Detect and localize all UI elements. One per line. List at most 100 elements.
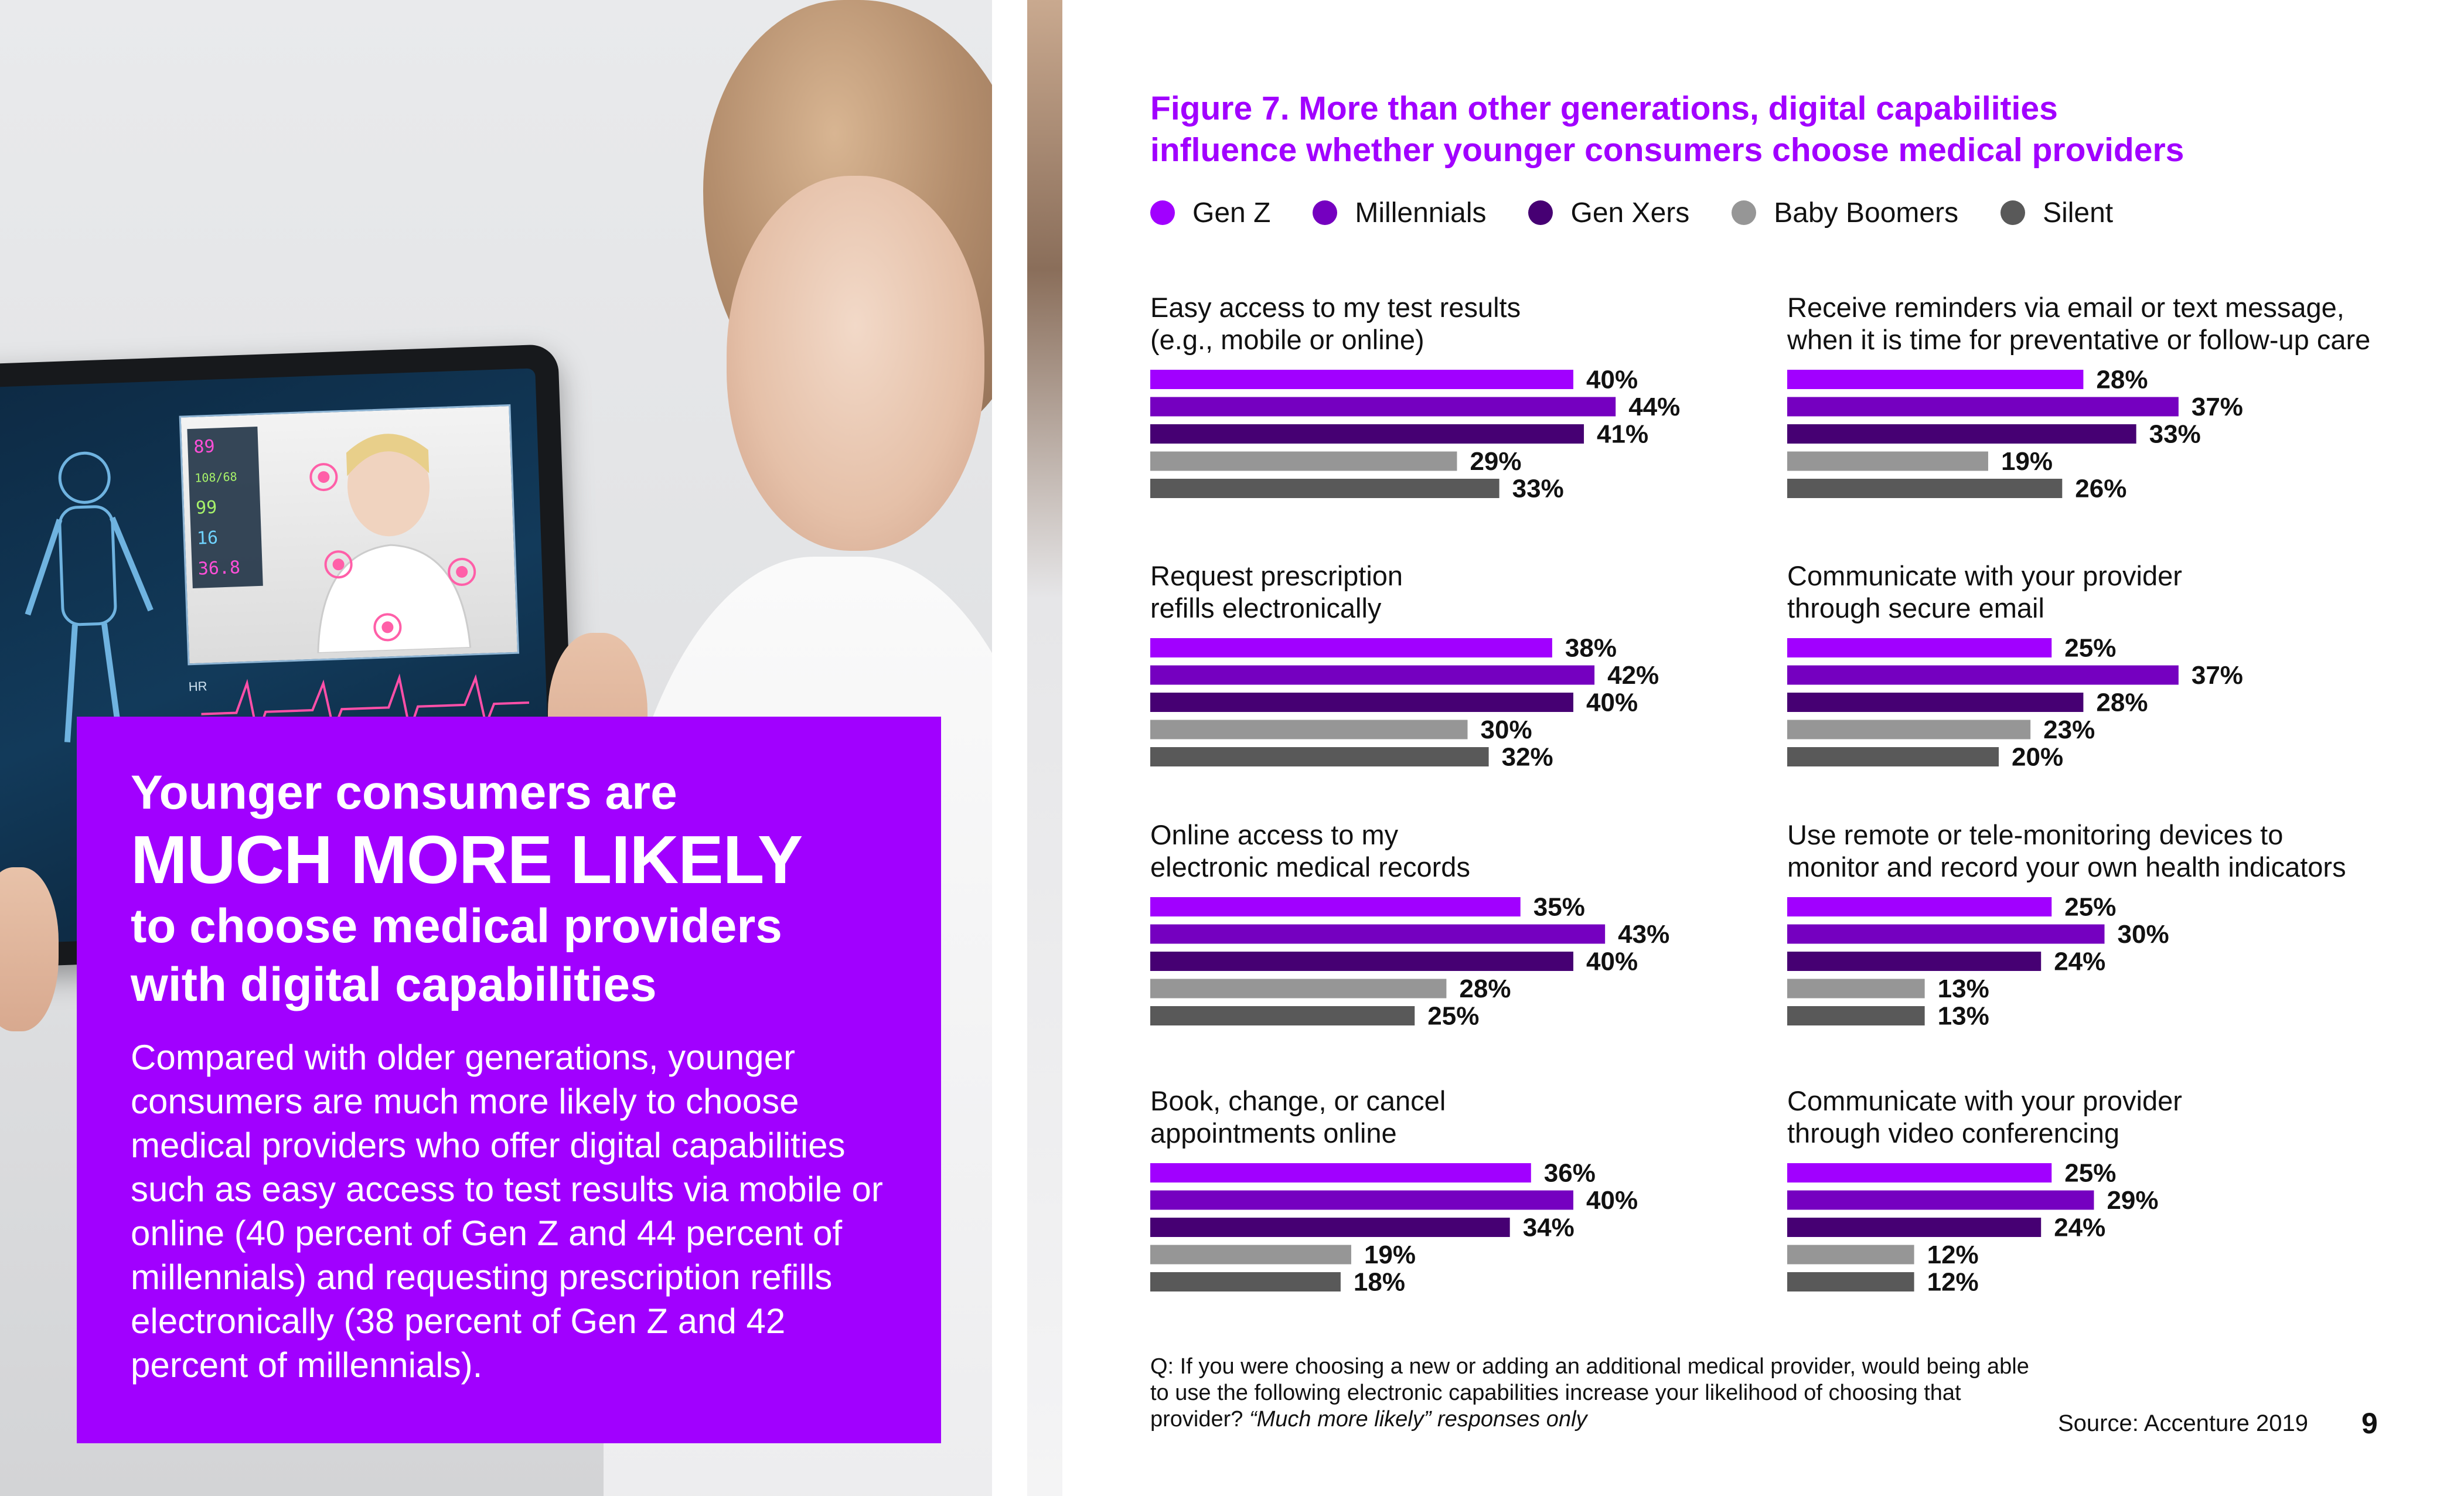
bar-baby-boomers: [1787, 1245, 1914, 1265]
bar-value-label-millennials: 42%: [1607, 661, 1659, 690]
callout-heading-line1: Younger consumers are: [131, 766, 677, 819]
bar-value-label-baby-boomers: 12%: [1927, 1241, 1979, 1269]
panel-title-line2: refills electronically: [1150, 592, 1382, 623]
bar-value-label-gen-z: 36%: [1544, 1159, 1596, 1188]
bar-gen-z: [1150, 897, 1521, 916]
bar-chart-video-conferencing: 25%29%24% 12%12%: [1787, 1159, 2159, 1297]
bar-chart-tele-monitoring: 25%30% 24% 13%13%: [1787, 893, 2169, 1031]
vital-temperature: 36.8: [197, 557, 241, 580]
bar-silent: [1787, 1272, 1914, 1291]
panel-title-line2: monitor and record your own health indic…: [1787, 851, 2346, 882]
bar-gen-xers: [1150, 424, 1584, 444]
bar-millennials: [1787, 665, 2179, 685]
callout-heading-emphasis: MUCH MORE LIKELY: [131, 822, 803, 898]
bar-gen-z: [1787, 370, 2084, 389]
panel-title: Easy access to my test results (e.g., mo…: [1150, 291, 1777, 357]
legend-label-gen-xers: Gen Xers: [1570, 197, 1690, 229]
panel-title-line1: Request prescription: [1150, 560, 1403, 591]
tablet-screen: 89 108/68 99 16 36.8: [0, 368, 555, 945]
panel-title: Use remote or tele-monitoring devices to…: [1787, 819, 2414, 884]
bar-value-label-baby-boomers: 19%: [1364, 1241, 1416, 1269]
panel-title-line2: appointments online: [1150, 1117, 1397, 1149]
panel-title-line1: Communicate with your provider: [1787, 560, 2182, 591]
bar-gen-xers: [1150, 952, 1573, 971]
vital-respiration: 16: [196, 527, 219, 549]
bar-millennials: [1787, 397, 2179, 417]
tablet-device: 89 108/68 99 16 36.8: [0, 343, 579, 969]
bar-value-label-gen-xers: 40%: [1586, 948, 1638, 976]
survey-question: Q: If you were choosing a new or adding …: [1150, 1354, 2029, 1433]
source-note: Source: Accenture 2019: [2058, 1410, 2308, 1436]
legend-swatch-gen-xers: [1528, 200, 1553, 225]
panel-title: Request prescription refills electronica…: [1150, 560, 1777, 625]
panel-title-line2: through video conferencing: [1787, 1117, 2120, 1149]
photo-hand-left: [0, 867, 59, 1031]
bar-value-label-millennials: 29%: [2107, 1186, 2158, 1215]
bar-value-label-silent: 20%: [2012, 743, 2063, 772]
bar-value-label-gen-z: 38%: [1565, 634, 1617, 663]
callout-body: Compared with older generations, younger…: [131, 1038, 883, 1385]
chart-panel-test-results: Easy access to my test results (e.g., mo…: [1150, 291, 1777, 513]
bar-gen-z: [1150, 370, 1573, 389]
vitals-panel: 89 108/68 99 16 36.8: [187, 426, 263, 588]
bar-millennials: [1787, 1190, 2094, 1210]
panel-title-line2: when it is time for preventative or foll…: [1787, 324, 2371, 355]
panel-title-line1: Use remote or tele-monitoring devices to: [1787, 819, 2284, 850]
vital-heart-rate: 89: [193, 436, 216, 458]
bar-value-label-silent: 33%: [1512, 475, 1564, 503]
legend-item-gen-z: Gen Z: [1150, 197, 1270, 229]
bar-chart-appointments: 36%40% 34% 19%18%: [1150, 1159, 1638, 1297]
survey-question-emphasis: “Much more likely” responses only: [1249, 1407, 1587, 1432]
panel-title-line1: Book, change, or cancel: [1150, 1085, 1446, 1116]
callout-heading-line4: with digital capabilities: [131, 958, 657, 1011]
panel-title-line1: Easy access to my test results: [1150, 292, 1521, 323]
chart-panel-tele-monitoring: Use remote or tele-monitoring devices to…: [1787, 819, 2414, 1041]
bar-gen-xers: [1787, 424, 2136, 444]
bar-baby-boomers: [1787, 720, 2031, 740]
figure-title-line2: influence whether younger consumers choo…: [1150, 131, 2184, 169]
bar-value-label-silent: 12%: [1927, 1268, 1979, 1297]
bar-silent: [1150, 1272, 1341, 1291]
bar-value-label-millennials: 37%: [2192, 393, 2243, 421]
panel-title-line2: (e.g., mobile or online): [1150, 324, 1424, 355]
chart-legend: Gen Z Millennials Gen Xers Baby Boomers …: [1150, 193, 2155, 232]
bar-value-label-baby-boomers: 30%: [1481, 715, 1532, 744]
bar-gen-z: [1787, 638, 2052, 657]
hero-photo-strip: [1027, 0, 1062, 1496]
bar-value-label-silent: 25%: [1427, 1002, 1479, 1031]
bar-gen-z: [1150, 1163, 1531, 1183]
legend-item-gen-xers: Gen Xers: [1528, 197, 1689, 229]
chart-panel-appointments: Book, change, or cancel appointments onl…: [1150, 1085, 1777, 1307]
panel-title-line1: Receive reminders via email or text mess…: [1787, 292, 2344, 323]
panel-title: Online access to my electronic medical r…: [1150, 819, 1777, 884]
legend-swatch-gen-z: [1150, 200, 1175, 225]
bar-value-label-millennials: 44%: [1628, 393, 1680, 421]
legend-item-baby-boomers: Baby Boomers: [1732, 197, 1958, 229]
bar-value-label-gen-xers: 24%: [2054, 1214, 2105, 1242]
bar-gen-xers: [1150, 1218, 1510, 1237]
bar-value-label-gen-z: 25%: [2064, 1159, 2116, 1188]
legend-label-silent: Silent: [2043, 197, 2114, 229]
bar-silent: [1150, 1006, 1415, 1025]
bar-gen-z: [1787, 897, 2052, 916]
bar-chart-prescription-refills: 38%42%40% 30%32%: [1150, 634, 1659, 772]
bar-value-label-millennials: 30%: [2118, 920, 2169, 949]
bar-value-label-baby-boomers: 23%: [2043, 715, 2095, 744]
bar-gen-z: [1787, 1163, 2052, 1183]
vital-blood-pressure: 108/68: [194, 469, 237, 485]
bar-millennials: [1150, 665, 1595, 685]
bar-chart-reminders: 28% 37%33% 19% 26%: [1787, 366, 2243, 503]
bar-value-label-gen-xers: 34%: [1523, 1214, 1574, 1242]
bar-gen-z: [1150, 638, 1552, 657]
bar-baby-boomers: [1150, 979, 1447, 999]
bar-value-label-gen-z: 35%: [1533, 893, 1585, 922]
bar-silent: [1787, 479, 2063, 498]
bar-value-label-gen-z: 40%: [1586, 366, 1638, 394]
bar-value-label-baby-boomers: 13%: [1938, 974, 1989, 1003]
callout-box: Younger consumers are MUCH MORE LIKELY t…: [77, 717, 941, 1443]
bar-gen-xers: [1787, 1218, 2042, 1237]
legend-swatch-millennials: [1313, 200, 1338, 225]
bar-silent: [1150, 747, 1489, 766]
panel-title: Communicate with your provider through s…: [1787, 560, 2414, 625]
bar-silent: [1787, 1006, 1925, 1025]
